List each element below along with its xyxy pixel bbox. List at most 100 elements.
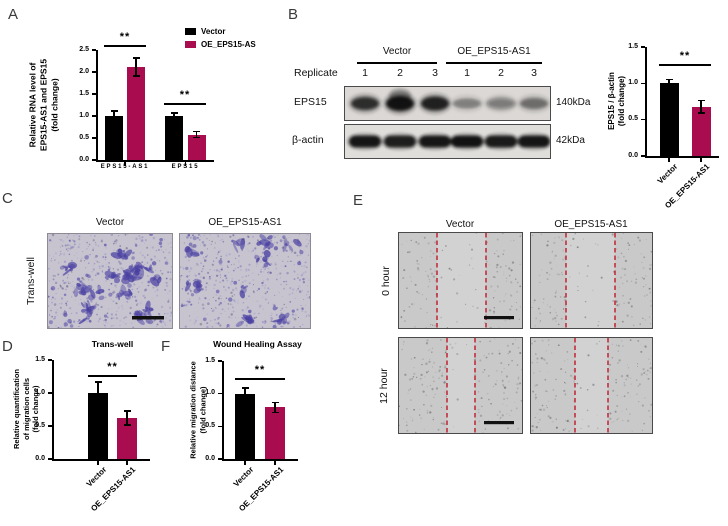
y-tick (91, 93, 96, 95)
panel-c-label: C (2, 190, 13, 207)
y-axis-label-line: (fold change) (198, 386, 207, 434)
y-axis-label-line: Relative quantification (11, 368, 21, 450)
error-bar-line (97, 381, 99, 405)
y-tick-label: 0.0 (79, 155, 89, 163)
y-tick-label: 1.0 (35, 388, 45, 396)
y-tick (91, 71, 96, 73)
blot-row-label-bactin: β-actin (292, 134, 324, 146)
x-category-label: Vector (231, 465, 256, 489)
panel-e-label: E (353, 192, 364, 209)
error-bar-cap-bottom (665, 86, 673, 89)
error-bar-cap-top (697, 99, 705, 101)
error-bar-cap-top (665, 78, 673, 80)
y-tick-label: 1.0 (628, 78, 638, 86)
y-tick-label: 0.0 (628, 151, 638, 159)
significance-line (104, 45, 146, 47)
y-tick-label: 0.0 (205, 454, 215, 462)
blot-replicate-label: Replicate (294, 67, 338, 79)
x-category-label: Vector (655, 162, 680, 186)
y-axis-label: Relative quantification of migration cell… (12, 369, 41, 449)
y-tick-label: 0.5 (628, 115, 638, 123)
blot-image-eps15 (344, 86, 551, 121)
x-axis (222, 459, 298, 461)
error-bar-line (195, 131, 198, 138)
blot-lane-number: 2 (397, 67, 403, 79)
legend-item-oe: OE_EPS15-AS (185, 40, 256, 49)
error-bar-cap-top (132, 57, 140, 59)
y-axis (645, 47, 647, 156)
y-tick (91, 49, 96, 51)
y-tick (217, 360, 222, 362)
error-bar-line (668, 79, 670, 88)
error-bar-cap-top (241, 387, 249, 389)
y-tick-label: 1.5 (35, 355, 45, 363)
blot-group-header-vector: Vector (382, 46, 412, 57)
y-tick-label: 0.5 (35, 421, 45, 429)
data-bar (117, 418, 137, 459)
x-axis (96, 160, 214, 162)
x-tick (97, 460, 99, 465)
y-axis-label: Relative RNA level of EPS15-AS1 and EPS15… (28, 59, 61, 151)
data-bar (235, 393, 255, 459)
significance-line (164, 103, 206, 105)
error-bar-line (244, 387, 246, 400)
error-bar-cap-top (170, 112, 178, 114)
data-bar (105, 116, 123, 160)
transwell-row-label: Trans-well (25, 256, 37, 306)
significance-line (659, 64, 711, 66)
y-axis (96, 50, 98, 160)
wound-row-label-12h: 12 hour (378, 368, 390, 404)
y-tick (47, 425, 52, 427)
blot-lane-number: 1 (464, 67, 470, 79)
y-axis (222, 361, 224, 459)
wound-row-label-0h: 0 hour (380, 266, 392, 296)
x-tick (126, 460, 128, 465)
error-bar-cap-bottom (132, 75, 140, 77)
significance-stars: ** (679, 50, 691, 62)
error-bar-cap-bottom (94, 403, 102, 405)
y-axis-label-line: (fold change) (30, 385, 40, 433)
y-tick (47, 392, 52, 394)
data-bar (165, 116, 183, 160)
significance-line (88, 375, 137, 377)
y-tick-label: 0.5 (205, 421, 215, 429)
panel-b-label: B (288, 6, 299, 23)
y-tick (217, 458, 222, 460)
blot-underline-oe (446, 62, 542, 64)
y-axis-label-line: of migration cells (21, 377, 31, 441)
significance-stars: ** (107, 361, 118, 373)
y-axis (52, 360, 54, 459)
data-bar (265, 407, 285, 459)
blot-lane-number: 3 (531, 67, 537, 79)
transwell-header-oe: OE_EPS15-AS1 (208, 217, 282, 228)
panel-d-title: Trans-well (91, 339, 134, 349)
y-axis-label-line: EPS15-AS1 and EPS15 (38, 58, 49, 152)
data-bar (88, 393, 108, 459)
blot-lane-number: 1 (362, 67, 368, 79)
x-tick (274, 460, 276, 465)
data-bar (127, 66, 145, 160)
y-axis-label-line: (fold change) (617, 75, 626, 127)
wound-image-oe-12h (530, 337, 653, 434)
legend-item-vector: Vector (185, 27, 256, 36)
x-axis (645, 156, 719, 158)
panel-a-label: A (8, 6, 19, 23)
y-axis-label: Relative migration distance (fold change) (189, 361, 208, 459)
x-tick (124, 161, 126, 166)
error-bar-line (126, 410, 128, 426)
legend-label-oe: OE_EPS15-AS (201, 40, 256, 49)
significance-stars: ** (119, 31, 131, 43)
y-tick-label: 1.0 (205, 389, 215, 397)
error-bar-cap-top (193, 130, 200, 133)
error-bar-cap-bottom (110, 120, 118, 122)
x-tick (668, 157, 670, 162)
y-tick (47, 458, 52, 460)
x-axis (52, 459, 150, 461)
data-bar (659, 83, 679, 156)
error-bar-cap-top (271, 401, 279, 404)
y-tick-label: 0.0 (35, 454, 45, 462)
blot-image-bactin (344, 124, 551, 159)
wound-image-oe-0h (530, 232, 653, 329)
blot-group-header-oe: OE_EPS15-AS1 (457, 46, 531, 57)
